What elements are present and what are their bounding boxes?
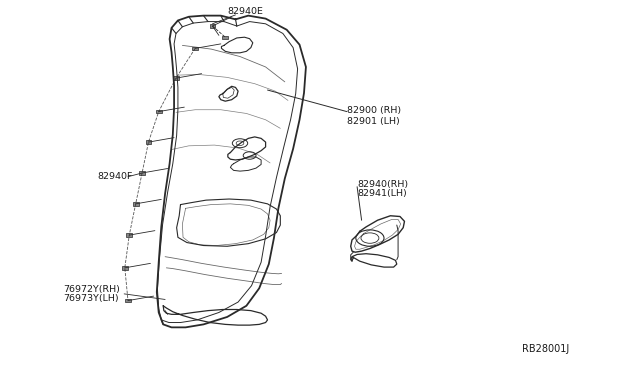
Bar: [210, 24, 215, 28]
Text: 82940F: 82940F: [97, 171, 132, 180]
Text: 76972Y(RH): 76972Y(RH): [63, 285, 120, 294]
Bar: [173, 77, 179, 80]
Bar: [146, 140, 152, 144]
Bar: [192, 47, 198, 50]
Text: 82940E: 82940E: [227, 7, 263, 16]
Text: 82900 (RH): 82900 (RH): [347, 106, 401, 115]
Text: RB28001J: RB28001J: [522, 343, 569, 353]
Bar: [125, 299, 131, 302]
Text: 82940(RH): 82940(RH): [357, 180, 408, 189]
Text: 76973Y(LH): 76973Y(LH): [63, 294, 118, 303]
Bar: [133, 202, 139, 205]
Text: 82941(LH): 82941(LH): [357, 189, 407, 198]
Bar: [156, 110, 162, 113]
Text: 82901 (LH): 82901 (LH): [347, 116, 399, 125]
Bar: [223, 35, 228, 39]
Bar: [140, 171, 145, 174]
Bar: [122, 266, 128, 269]
Bar: [127, 234, 132, 237]
